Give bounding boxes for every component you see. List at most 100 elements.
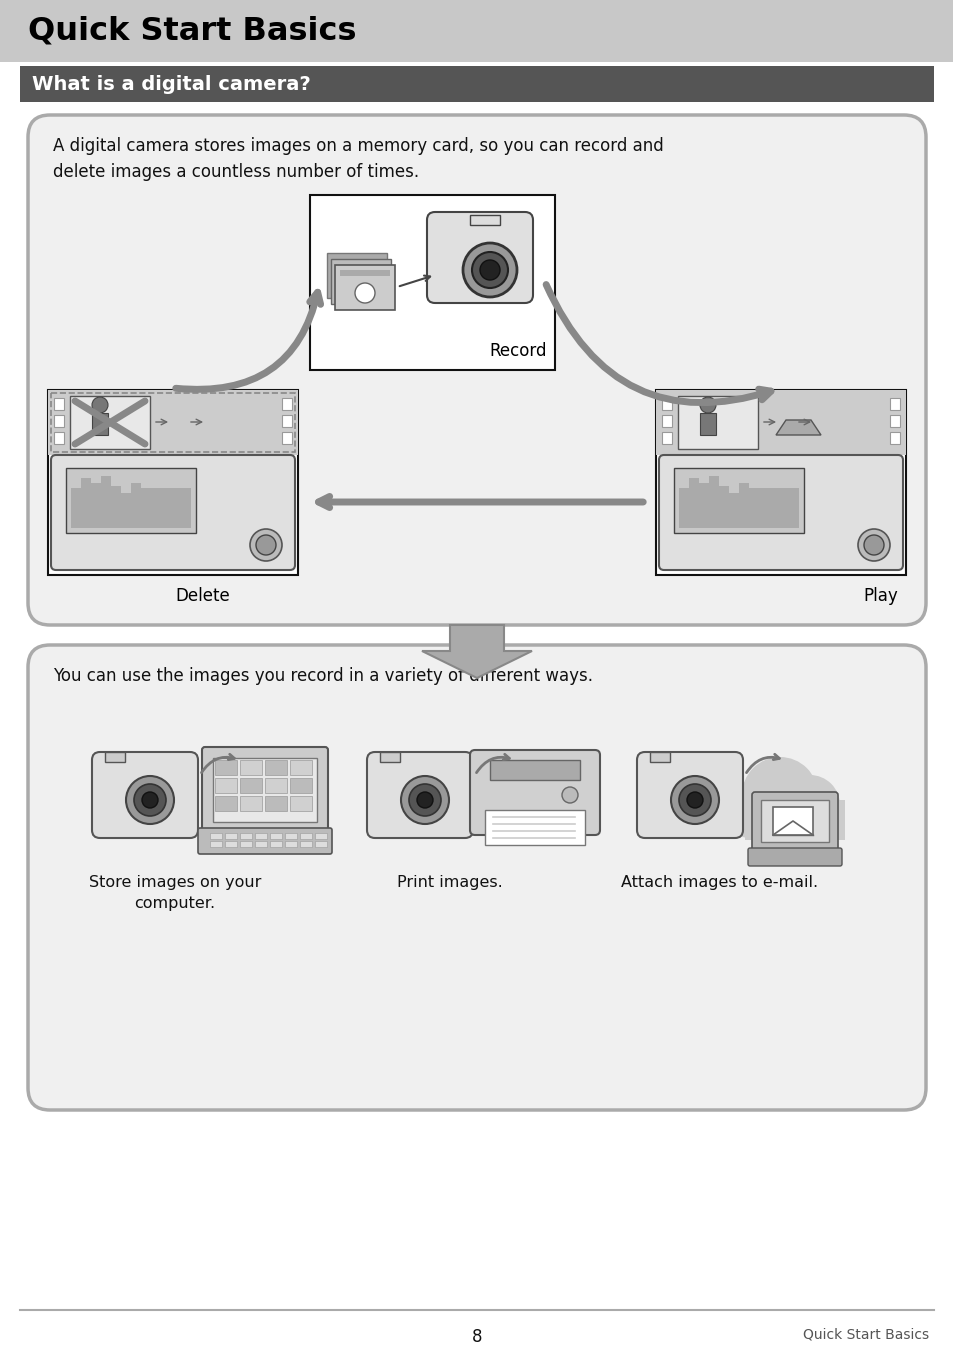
Bar [673, 468, 803, 533]
Bar [760, 801, 828, 841]
Circle shape [126, 776, 173, 824]
Bar [314, 833, 327, 839]
FancyBboxPatch shape [367, 752, 473, 839]
FancyBboxPatch shape [659, 455, 902, 570]
Polygon shape [775, 421, 821, 436]
Text: Store images on your
computer.: Store images on your computer. [89, 875, 261, 911]
Bar [744, 801, 844, 840]
Circle shape [91, 398, 108, 413]
Bar [310, 195, 555, 370]
Text: Record: Record [489, 342, 546, 360]
Bar [649, 752, 669, 763]
Text: Play: Play [862, 588, 897, 605]
Bar [214, 778, 236, 792]
FancyBboxPatch shape [751, 792, 837, 854]
FancyBboxPatch shape [427, 212, 533, 303]
Bar [644, 760, 662, 830]
Bar [48, 389, 297, 575]
Bar [210, 841, 222, 847]
Bar [20, 66, 933, 102]
Bar [270, 841, 282, 847]
Circle shape [416, 792, 433, 807]
Text: Quick Start Basics: Quick Start Basics [28, 15, 356, 46]
Bar [299, 841, 312, 847]
Bar [889, 398, 899, 410]
Bar [661, 432, 671, 444]
Bar [772, 807, 812, 835]
Bar [314, 841, 327, 847]
Bar [254, 841, 267, 847]
FancyBboxPatch shape [51, 455, 294, 570]
Bar [66, 468, 195, 533]
Bar [240, 833, 252, 839]
Bar [240, 778, 262, 792]
Circle shape [409, 784, 440, 816]
Bar [678, 396, 758, 449]
Bar [214, 760, 236, 775]
Bar [213, 759, 316, 822]
Bar [91, 413, 108, 436]
Bar [54, 398, 64, 410]
Bar [265, 797, 287, 811]
Bar [470, 214, 499, 225]
Bar [656, 389, 905, 455]
Text: A digital camera stores images on a memory card, so you can record and
delete im: A digital camera stores images on a memo… [53, 137, 663, 182]
Bar [0, 0, 953, 62]
Bar [70, 396, 150, 449]
FancyBboxPatch shape [747, 848, 841, 866]
Bar [290, 778, 312, 792]
FancyBboxPatch shape [470, 750, 599, 835]
Bar [54, 432, 64, 444]
FancyBboxPatch shape [91, 752, 198, 839]
Text: Delete: Delete [175, 588, 230, 605]
Bar [54, 415, 64, 427]
Text: Attach images to e-mail.: Attach images to e-mail. [620, 875, 818, 890]
Bar [299, 833, 312, 839]
Circle shape [355, 284, 375, 303]
Circle shape [400, 776, 449, 824]
Bar [282, 398, 292, 410]
Bar [282, 415, 292, 427]
Bar [285, 833, 296, 839]
Bar [490, 760, 579, 780]
Bar [265, 760, 287, 775]
Bar [48, 389, 297, 455]
Circle shape [679, 784, 710, 816]
Circle shape [479, 261, 499, 280]
Polygon shape [679, 476, 799, 528]
Bar [379, 752, 399, 763]
Bar [51, 394, 294, 452]
FancyBboxPatch shape [198, 828, 332, 854]
Bar [225, 833, 236, 839]
Bar [331, 259, 391, 304]
Bar [889, 415, 899, 427]
Bar [265, 778, 287, 792]
Circle shape [741, 757, 817, 833]
Bar [290, 797, 312, 811]
Circle shape [472, 252, 507, 288]
Bar [100, 760, 118, 830]
Text: You can use the images you record in a variety of different ways.: You can use the images you record in a v… [53, 668, 593, 685]
Circle shape [561, 787, 578, 803]
Text: What is a digital camera?: What is a digital camera? [32, 75, 311, 94]
Bar [339, 270, 390, 275]
Bar [700, 413, 716, 436]
Circle shape [700, 398, 716, 413]
Circle shape [721, 782, 778, 839]
Text: Quick Start Basics: Quick Start Basics [802, 1329, 928, 1342]
Text: Print images.: Print images. [396, 875, 502, 890]
Bar [484, 810, 584, 845]
Bar [214, 797, 236, 811]
Circle shape [670, 776, 719, 824]
Bar [327, 252, 387, 299]
Polygon shape [421, 626, 532, 678]
Bar [375, 760, 393, 830]
Bar [335, 265, 395, 309]
Bar [240, 760, 262, 775]
Text: 8: 8 [471, 1329, 482, 1346]
Circle shape [462, 243, 517, 297]
FancyBboxPatch shape [637, 752, 742, 839]
Bar [661, 415, 671, 427]
Bar [105, 752, 125, 763]
Circle shape [778, 798, 821, 841]
